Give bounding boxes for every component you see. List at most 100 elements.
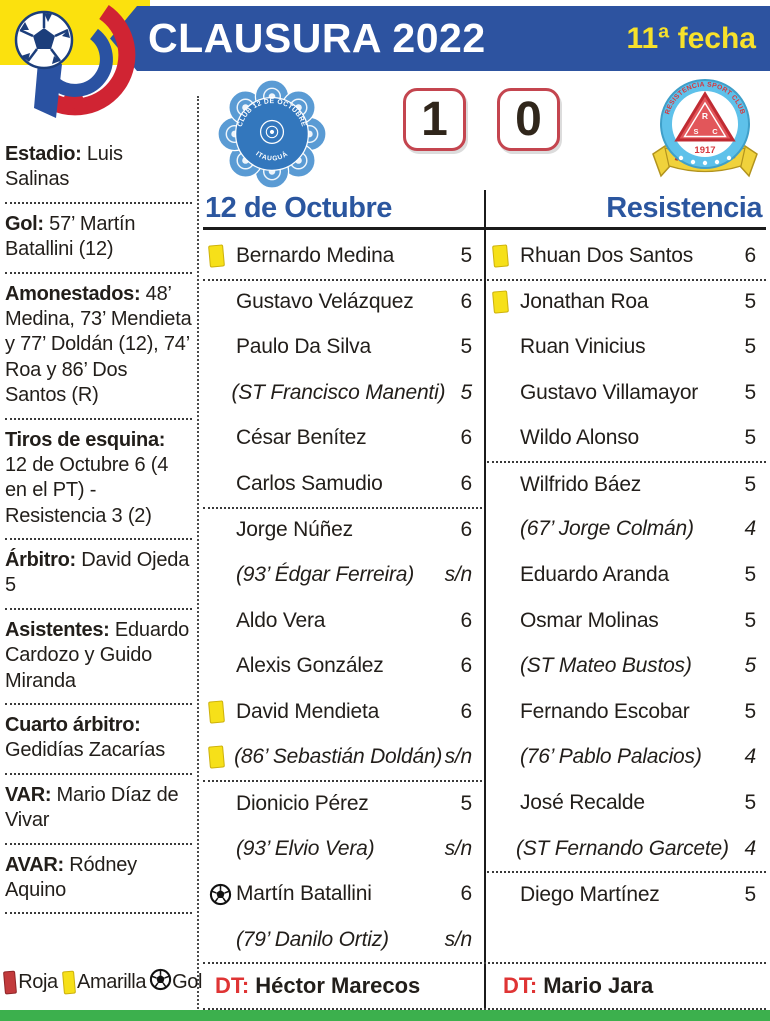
player-row: Aldo Vera 6 <box>203 598 482 644</box>
home-team-logo: CLUB 12 DE OCTUBRE ITAUGUÁ <box>218 80 326 188</box>
player-rating: 5 <box>460 243 473 267</box>
player-row: (79’ Danilo Ortiz) s/n <box>203 917 482 963</box>
sidebar-section-label: Cuarto árbitro: <box>5 714 141 737</box>
player-icon-slot <box>203 883 236 906</box>
away-logo-letter-c: C <box>712 127 718 136</box>
player-row: José Recalde 5 <box>487 780 766 826</box>
player-row: (ST Fernando Garcete) 4 <box>487 826 766 872</box>
player-rating: 6 <box>460 290 473 314</box>
player-row: Jonathan Roa 5 <box>487 278 766 325</box>
bottom-green-bar <box>0 1010 770 1021</box>
player-name: Jonathan Roa <box>520 290 649 314</box>
sidebar-section: VAR: Mario Díaz de Vivar <box>5 775 192 845</box>
player-rating: 5 <box>460 334 473 358</box>
sidebar-section-label: Estadio: <box>5 143 82 165</box>
player-name: Dionicio Pérez <box>236 791 369 815</box>
player-name: Diego Martínez <box>520 883 660 907</box>
icons-legend: Roja Amarilla Gol <box>3 968 202 997</box>
player-rating: 5 <box>744 380 757 404</box>
away-logo-letter-r: R <box>702 111 708 121</box>
yellow-card-icon <box>61 970 76 995</box>
player-row: Eduardo Aranda 5 <box>487 552 766 598</box>
player-name: (93’ Édgar Ferreira) <box>236 562 415 586</box>
away-coach: DT: Mario Jara <box>487 973 766 999</box>
player-row: Ruan Vinicius 5 <box>487 324 766 370</box>
player-name: (76’ Pablo Palacios) <box>520 745 702 769</box>
player-rating: 6 <box>460 882 473 906</box>
player-name: Paulo Da Silva <box>236 334 371 358</box>
player-name: César Benítez <box>236 426 367 450</box>
player-name: Fernando Escobar <box>520 699 690 723</box>
player-rating: 4 <box>744 517 757 541</box>
player-name: Eduardo Aranda <box>520 562 669 586</box>
player-rating: 5 <box>744 608 757 632</box>
player-rating: 5 <box>744 790 757 814</box>
player-row: (ST Mateo Bustos) 5 <box>487 643 766 689</box>
away-coach-label: DT: <box>503 973 538 998</box>
player-rating: 6 <box>460 471 473 495</box>
player-name: Jorge Núñez <box>236 518 353 542</box>
player-row: (93’ Édgar Ferreira) s/n <box>203 552 482 598</box>
player-row: Dionicio Pérez 5 <box>203 780 482 826</box>
sidebar-divider <box>197 96 199 1012</box>
player-icon-slot <box>487 290 520 315</box>
home-score: 1 <box>403 88 466 151</box>
away-team-name: Resistencia <box>606 192 762 224</box>
player-name: Carlos Samudio <box>236 471 383 495</box>
player-name: Ruan Vinicius <box>520 334 646 358</box>
sidebar-section-label: Gol: <box>5 212 44 235</box>
player-rating: 5 <box>744 334 757 358</box>
sidebar-section: Estadio: Luis Salinas <box>5 134 192 204</box>
player-rating: 5 <box>744 472 757 496</box>
sidebar-section: Tiros de esquina: 12 de Octubre 6 (4 en … <box>5 420 192 541</box>
player-name: Gustavo Velázquez <box>236 290 414 314</box>
sidebar-section-label: Amonestados: <box>5 282 141 305</box>
home-coach-name: Héctor Marecos <box>255 973 421 998</box>
player-rating: s/n <box>444 745 473 769</box>
player-row: Wilfrido Báez 5 <box>487 460 766 507</box>
player-row: Alexis González 6 <box>203 643 482 689</box>
player-rating: 5 <box>744 699 757 723</box>
yellow-card-icon <box>208 244 225 268</box>
sidebar-section: Árbitro: David Ojeda 5 <box>5 540 192 610</box>
player-name: Martín Batallini <box>236 882 372 906</box>
player-name: (ST Mateo Bustos) <box>520 654 692 678</box>
goal-legend-icon-slot <box>146 968 172 997</box>
player-icon-slot <box>203 244 236 268</box>
yellow-card-label: Amarilla <box>77 971 147 993</box>
player-rating: 6 <box>460 426 473 450</box>
player-rating: 5 <box>460 380 473 404</box>
player-rating: s/n <box>444 562 473 586</box>
player-rating: 6 <box>460 699 473 723</box>
player-rating: 4 <box>744 745 757 769</box>
player-name: Wildo Alonso <box>520 426 639 450</box>
player-row: David Mendieta 6 <box>203 689 482 735</box>
goal-ball-icon <box>209 883 232 905</box>
player-row: Carlos Samudio 6 <box>203 461 482 507</box>
player-name: (79’ Danilo Ortiz) <box>236 927 389 951</box>
goal-ball-icon <box>149 968 172 991</box>
player-row: César Benítez 6 <box>203 415 482 461</box>
sidebar-section: AVAR: Ródney Aquino <box>5 845 192 915</box>
player-name: Osmar Molinas <box>520 608 659 632</box>
player-row: (93’ Elvio Vera) s/n <box>203 826 482 872</box>
league-logo <box>14 4 136 118</box>
sidebar-section-label: AVAR: <box>5 853 64 876</box>
home-coach-label: DT: <box>215 973 250 998</box>
player-name: Wilfrido Báez <box>520 472 642 496</box>
player-row: (ST Francisco Manenti) 5 <box>203 370 482 416</box>
player-row: Rhuan Dos Santos 6 <box>487 233 766 279</box>
player-name: Aldo Vera <box>236 608 326 632</box>
home-team-name: 12 de Octubre <box>205 192 392 224</box>
player-row: Wildo Alonso 5 <box>487 415 766 461</box>
center-divider <box>483 190 486 1012</box>
lineups-table: 12 de Octubre Resistencia Bernardo Medin… <box>203 190 766 1012</box>
player-row: Jorge Núñez 6 <box>203 506 482 553</box>
player-rating: 5 <box>744 562 757 586</box>
away-coach-name: Mario Jara <box>543 973 654 998</box>
player-row: Osmar Molinas 5 <box>487 598 766 644</box>
sidebar-section: Asistentes: Eduardo Cardozo y Guido Mira… <box>5 610 192 706</box>
player-row: Bernardo Medina 5 <box>203 233 482 279</box>
player-rating: s/n <box>444 927 473 951</box>
away-logo-letter-s: S <box>693 127 698 136</box>
